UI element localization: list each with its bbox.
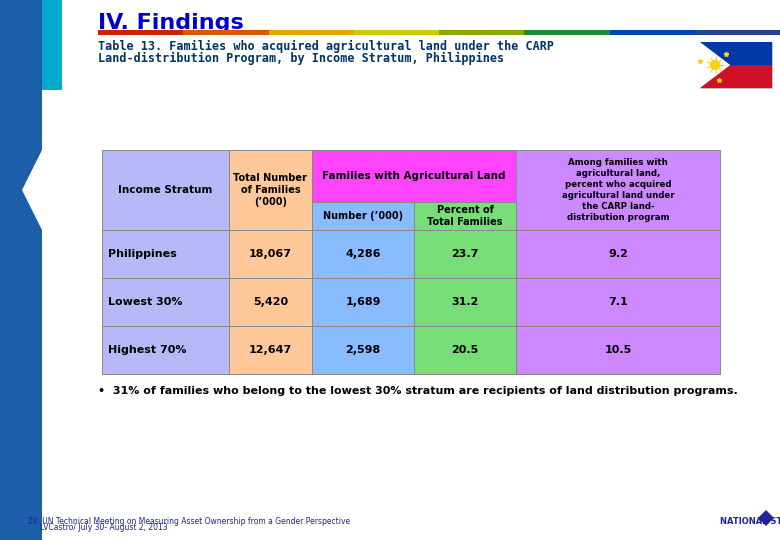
Text: NATIONAL STATISTICAL COORDINATION BOARD: NATIONAL STATISTICAL COORDINATION BOARD (720, 517, 780, 526)
Bar (312, 202, 414, 230)
Text: LVCastro/ July 30- August 2, 2013: LVCastro/ July 30- August 2, 2013 (28, 523, 168, 532)
Text: Lowest 30%: Lowest 30% (108, 297, 183, 307)
Bar (229, 278, 312, 326)
Bar (312, 278, 414, 326)
Polygon shape (758, 510, 774, 526)
Text: Philippines: Philippines (108, 249, 177, 259)
Bar (524, 30, 609, 35)
Text: 28  UN Technical Meeting on Measuring Asset Ownership from a Gender Perspective: 28 UN Technical Meeting on Measuring Ass… (28, 517, 350, 526)
Text: IV. Findings: IV. Findings (98, 13, 243, 33)
Bar (229, 230, 312, 278)
Text: 9.2: 9.2 (608, 249, 628, 259)
Text: 7.1: 7.1 (608, 297, 628, 307)
Bar (102, 326, 229, 374)
Bar (102, 230, 229, 278)
Bar (414, 202, 516, 230)
Text: •  31% of families who belong to the lowest 30% stratum are recipients of land d: • 31% of families who belong to the lowe… (98, 386, 738, 396)
Bar (312, 230, 414, 278)
Text: Highest 70%: Highest 70% (108, 345, 186, 355)
Text: Among families with
agricultural land,
percent who acquired
agricultural land un: Among families with agricultural land, p… (562, 158, 675, 222)
Text: 12,647: 12,647 (249, 345, 292, 355)
Text: Percent of
Total Families: Percent of Total Families (427, 205, 503, 227)
Bar (700, 42, 772, 88)
Text: 2,598: 2,598 (346, 345, 381, 355)
Bar (354, 30, 439, 35)
Text: Total Number
of Families
(’000): Total Number of Families (’000) (233, 173, 307, 207)
Bar (229, 150, 312, 230)
Text: 5,420: 5,420 (253, 297, 288, 307)
Text: 4,286: 4,286 (346, 249, 381, 259)
Bar (312, 326, 414, 374)
Bar (268, 30, 354, 35)
Bar (516, 150, 720, 230)
Bar (229, 326, 312, 374)
Text: Income Stratum: Income Stratum (118, 185, 212, 195)
Text: 31.2: 31.2 (452, 297, 479, 307)
Bar (516, 230, 720, 278)
Bar (700, 42, 772, 65)
Text: Number (’000): Number (’000) (323, 211, 403, 221)
Bar (98, 30, 183, 35)
Bar (516, 326, 720, 374)
Text: 1,689: 1,689 (346, 297, 381, 307)
Text: Table 13. Families who acquired agricultural land under the CARP: Table 13. Families who acquired agricult… (98, 40, 554, 53)
Polygon shape (42, 0, 62, 90)
Bar (516, 278, 720, 326)
Bar (414, 278, 516, 326)
Bar (695, 30, 780, 35)
Bar (414, 326, 516, 374)
Bar (312, 150, 516, 202)
Bar (609, 30, 695, 35)
Text: 18,067: 18,067 (249, 249, 292, 259)
Text: 10.5: 10.5 (604, 345, 632, 355)
Bar (700, 65, 772, 88)
Text: Families with Agricultural Land: Families with Agricultural Land (322, 171, 506, 181)
Polygon shape (700, 42, 730, 88)
Bar (102, 150, 229, 230)
Bar (102, 278, 229, 326)
Bar (414, 230, 516, 278)
Text: Land-distribution Program, by Income Stratum, Philippines: Land-distribution Program, by Income Str… (98, 52, 504, 65)
Bar (183, 30, 268, 35)
Text: 23.7: 23.7 (452, 249, 479, 259)
Circle shape (711, 60, 720, 70)
Text: 20.5: 20.5 (452, 345, 479, 355)
Polygon shape (0, 0, 42, 540)
Bar (439, 30, 524, 35)
